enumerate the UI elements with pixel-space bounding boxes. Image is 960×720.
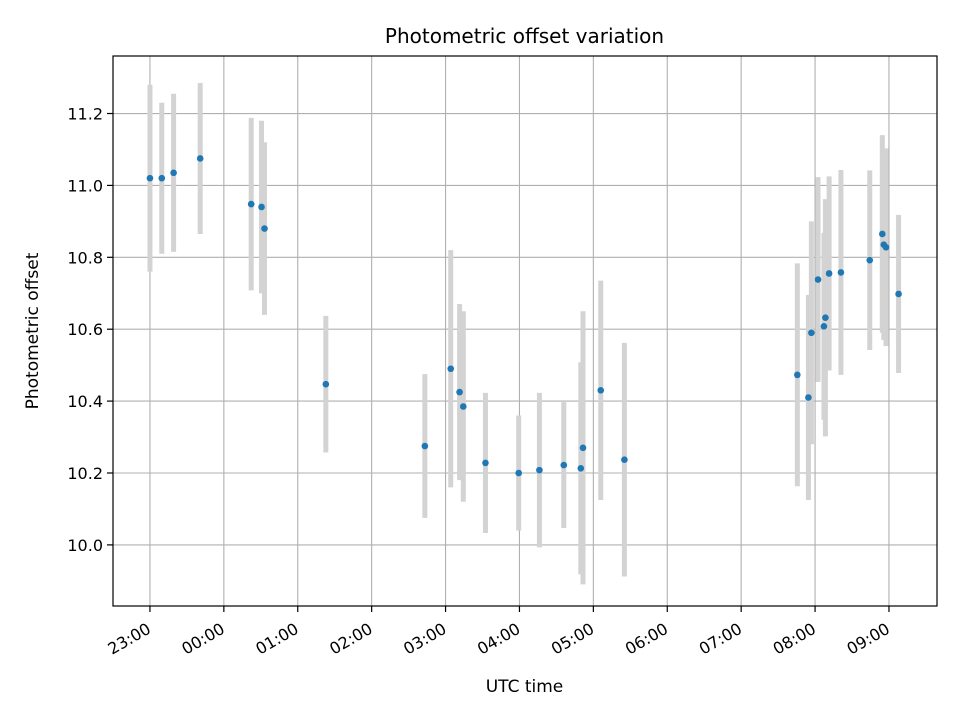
data-point (837, 269, 845, 276)
x-axis-label: UTC time (486, 677, 564, 697)
data-point (597, 387, 605, 394)
plot-area-frame (112, 55, 938, 607)
data-point (459, 403, 467, 410)
x-tick-label: 02:00 (326, 619, 375, 659)
data-point (879, 230, 886, 238)
data-point (515, 469, 523, 477)
data-point (482, 459, 489, 467)
data-point (808, 329, 815, 337)
data-point (196, 155, 204, 162)
data-point (158, 174, 166, 182)
x-tick-label: 03:00 (400, 619, 449, 659)
data-point (536, 466, 543, 474)
y-tick-label: 11.2 (67, 105, 103, 124)
x-tick-label: 01:00 (252, 619, 301, 659)
data-point (258, 203, 265, 211)
chart-title: Photometric offset variation (385, 24, 664, 48)
data-point (579, 444, 587, 452)
data-point (247, 200, 255, 208)
data-point (822, 314, 829, 321)
data-point (146, 174, 154, 182)
x-tick-label: 00:00 (178, 619, 227, 659)
x-tick-label: 05:00 (548, 619, 597, 659)
data-point (577, 465, 585, 472)
data-point (866, 256, 874, 264)
data-point (456, 388, 463, 396)
x-tick-label: 23:00 (105, 619, 154, 659)
data-point (261, 225, 268, 232)
x-tick-label: 09:00 (844, 619, 893, 659)
x-tick-label: 07:00 (696, 619, 745, 659)
y-tick-label: 11.0 (67, 176, 103, 195)
error-bars (147, 82, 902, 585)
data-point (560, 461, 568, 469)
y-tick-label: 10.8 (67, 248, 103, 267)
data-point (820, 323, 828, 330)
data-point (805, 394, 812, 401)
data-points (146, 155, 902, 477)
y-tick-label: 10.2 (67, 464, 103, 483)
data-point (814, 276, 822, 283)
x-tick-label: 08:00 (770, 619, 819, 659)
data-point (621, 456, 628, 463)
data-point (322, 380, 330, 388)
data-point (170, 169, 177, 177)
y-tick-label: 10.0 (67, 536, 103, 555)
x-tick-label: 04:00 (474, 619, 523, 659)
data-point (882, 243, 890, 251)
y-tick-label: 10.4 (67, 392, 103, 411)
data-point (794, 371, 801, 379)
y-tick-label: 10.6 (67, 320, 103, 339)
data-point (895, 290, 902, 298)
x-tick-label: 06:00 (622, 619, 671, 659)
data-point (421, 442, 429, 450)
y-axis-label: Photometric offset (23, 252, 43, 409)
axis-ticks: 23:00 00:00 01:00 02:00 03:00 04:00 05:00 06:00… (67, 105, 893, 659)
data-point (825, 270, 833, 277)
data-point (447, 365, 455, 373)
